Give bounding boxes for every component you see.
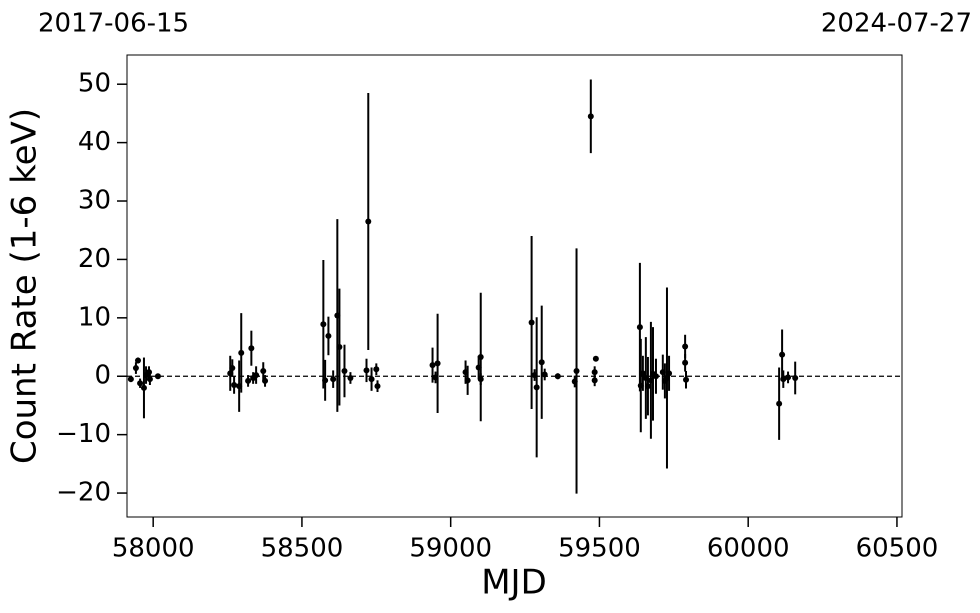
data-point <box>248 345 255 352</box>
data-point <box>573 367 580 374</box>
data-point <box>132 365 139 372</box>
y-tick-label: 0 <box>94 361 111 391</box>
data-point <box>336 344 343 351</box>
data-point <box>528 319 535 326</box>
data-point <box>238 349 245 356</box>
data-point <box>666 370 673 377</box>
y-tick-label: 50 <box>78 69 111 99</box>
data-point <box>127 376 134 383</box>
x-tick-label: 58500 <box>261 534 344 564</box>
data-point <box>322 377 329 384</box>
y-axis-label: Count Rate (1-6 keV) <box>5 108 45 464</box>
data-point <box>776 400 783 407</box>
data-point <box>325 332 332 339</box>
data-point <box>260 367 267 374</box>
data-point <box>429 362 436 369</box>
top-right-date: 2024-07-27 <box>821 9 972 39</box>
x-axis-label: MJD <box>481 563 547 603</box>
x-tick-label: 58000 <box>112 534 195 564</box>
data-point <box>636 324 643 331</box>
data-point <box>779 351 786 358</box>
data-point <box>785 374 792 381</box>
x-tick-label: 59500 <box>558 534 641 564</box>
data-point <box>374 383 381 390</box>
data-point <box>146 376 153 383</box>
data-point <box>365 218 372 225</box>
data-point <box>592 355 599 362</box>
data-point <box>245 377 252 384</box>
data-point <box>538 359 545 366</box>
plot-frame <box>126 54 903 518</box>
y-tick-label: 30 <box>78 186 111 216</box>
data-point <box>533 384 540 391</box>
data-point <box>682 359 689 366</box>
y-tick-label: 20 <box>78 244 111 274</box>
data-point <box>229 365 236 372</box>
data-point <box>135 357 142 364</box>
top-left-date: 2017-06-15 <box>38 9 189 39</box>
data-point <box>644 383 651 390</box>
data-point <box>477 376 484 383</box>
data-point <box>368 376 375 383</box>
y-tick-label: 40 <box>78 127 111 157</box>
data-point <box>154 373 161 380</box>
data-point <box>682 343 689 350</box>
data-point <box>554 373 561 380</box>
x-tick-label: 60000 <box>707 534 790 564</box>
y-tick-label: 10 <box>78 302 111 332</box>
x-tick-label: 59000 <box>409 534 492 564</box>
data-point <box>363 367 370 374</box>
data-point <box>477 353 484 360</box>
data-point <box>591 369 598 376</box>
data-point <box>464 377 471 384</box>
data-point <box>320 321 327 328</box>
data-point <box>591 377 598 384</box>
data-point <box>231 382 238 388</box>
data-point <box>652 373 659 380</box>
data-point <box>683 376 690 383</box>
data-point <box>253 372 260 379</box>
data-point <box>262 377 269 384</box>
data-point <box>373 366 380 373</box>
data-point <box>587 113 594 120</box>
x-tick-label: 60500 <box>856 534 939 564</box>
data-point <box>347 374 354 381</box>
data-point <box>137 380 144 387</box>
data-point <box>541 371 548 378</box>
data-point <box>434 360 441 367</box>
y-tick-label: −20 <box>56 478 111 508</box>
data-point <box>341 367 348 374</box>
data-point <box>330 376 337 383</box>
data-point <box>639 370 646 377</box>
data-point <box>780 376 787 383</box>
data-point <box>792 374 799 381</box>
y-tick-label: −10 <box>56 419 111 449</box>
data-point <box>140 384 147 391</box>
